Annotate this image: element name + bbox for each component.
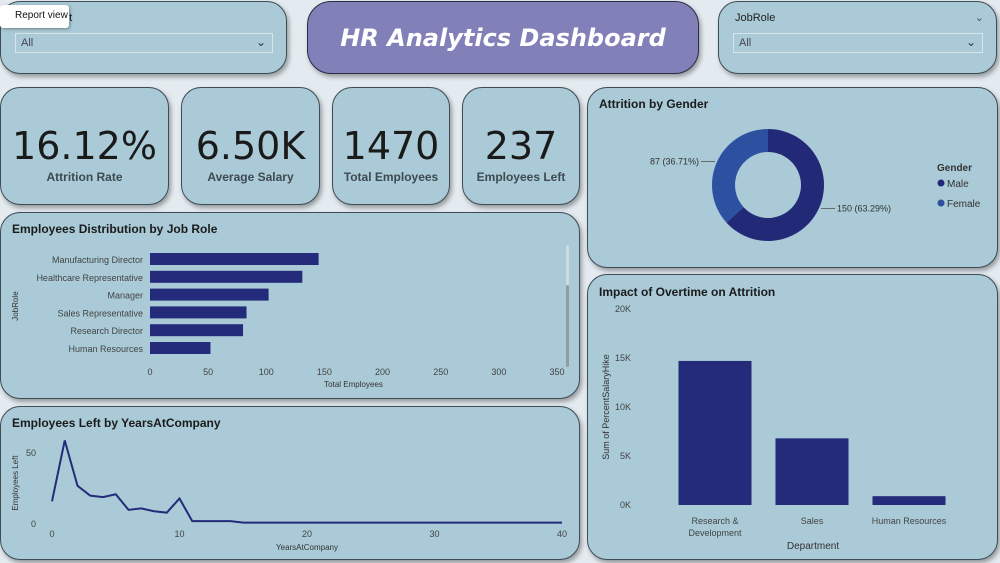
legend-title: Gender [937,163,972,174]
x-tick-label: 250 [433,367,448,377]
y-axis-label: Employees Left [11,455,20,511]
jobrole-bar [150,324,244,337]
kpi-card-employees-left: 237 Employees Left [462,87,580,205]
slicer-jobrole-value: All [739,37,752,49]
slicer-left-card: nt All ⌄ [0,1,287,74]
kpi-card-attrition-rate: 16.12% Attrition Rate [0,87,169,205]
years-series-line [51,440,562,524]
x-tick-label: 10 [174,529,184,539]
x-axis-label: YearsAtCompany [276,543,338,552]
chevron-down-icon: ⌄ [965,35,976,49]
x-tick-label: 0 [147,367,152,377]
jobrole-bar [150,253,319,265]
x-tick-label: 20 [302,529,312,539]
y-tick-label: 50 [26,448,36,458]
kpi-card-total-employees: 1470 Total Employees [332,87,450,205]
x-tick-label: 50 [203,367,213,377]
x-tick-label: 300 [491,367,506,377]
overtime-impact-card: Impact of Overtime on Attrition Research… [587,274,998,560]
slicer-left-value: All [21,37,34,49]
slicer-jobrole-card: JobRole ⌄ All ⌄ [718,1,997,74]
y-tick-label: Sales Representative [57,308,143,318]
legend-marker-male [937,179,945,187]
overtime-bar-chart: Research & Development Sales Human Resource… [601,304,947,552]
attrition-by-gender-card: Attrition by Gender 150 (63.29%) 87 (36.7… [587,87,998,268]
kpi-value: 16.12% [12,124,157,168]
y-tick-label: 10K [615,402,631,412]
donut-slice-female [712,129,768,223]
x-axis-label: Total Employees [324,380,383,389]
x-tick-label: Research & [691,516,738,526]
x-tick-label: 100 [259,367,274,377]
years-line-chart: 0 10 20 30 40 0 50 YearsAtCompany Employees Left [11,440,567,552]
kpi-label: Average Salary [207,170,294,184]
overtime-bar [775,438,849,505]
y-tick-label: Healthcare Representative [36,273,143,283]
x-tick-label: 200 [375,367,390,377]
donut-data-label: 150 (63.29%) [837,204,891,214]
kpi-label: Attrition Rate [46,170,123,184]
slicer-jobrole-label: JobRole [735,12,776,24]
slicer-collapse-chevron-icon[interactable]: ⌄ [974,12,984,24]
y-axis-label: Sum of PercentSalaryHike [601,354,611,460]
jobrole-bar [150,288,269,301]
kpi-value: 237 [484,124,558,168]
dashboard-title-card: HR Analytics Dashboard [307,1,699,74]
overtime-bar [678,360,752,505]
y-tick-label: 0K [620,500,631,510]
report-view-tooltip: Report view [0,5,69,28]
overtime-bar [872,496,946,505]
x-tick-label: 150 [317,367,332,377]
x-axis-label: Department [787,541,839,552]
y-tick-label: 20K [615,304,631,314]
page-title: HR Analytics Dashboard [340,23,666,52]
y-tick-label: Manufacturing Director [52,255,143,265]
chart-title: Impact of Overtime on Attrition [599,285,776,299]
x-tick-label: Human Resources [872,516,947,526]
kpi-value: 6.50K [195,124,306,168]
employees-left-years-card: Employees Left by YearsAtCompany 0 10 20 30… [0,406,580,560]
kpi-value: 1470 [342,124,440,168]
x-tick-label: 40 [557,529,567,539]
kpi-label: Total Employees [343,170,439,184]
chart-title: Attrition by Gender [599,97,709,111]
y-axis-label: JobRole [11,291,20,321]
x-tick-label: 30 [429,529,439,539]
gender-donut-chart: 150 (63.29%) 87 (36.71%) Gender Male Female [650,129,981,241]
donut-slice-male [726,129,824,241]
y-tick-label: 15K [615,353,631,363]
legend-marker-female [937,199,945,207]
y-tick-label: Human Resources [68,344,143,354]
job-role-distribution-card: Employees Distribution by Job Role Manuf… [0,212,580,399]
chevron-down-icon: ⌄ [255,35,266,49]
kpi-card-average-salary: 6.50K Average Salary [181,87,320,205]
x-tick-label: 0 [49,529,54,539]
jobrole-bar [150,342,211,354]
jobrole-bar [150,270,303,283]
kpi-label: Employees Left [476,170,566,184]
y-tick-label: Manager [107,291,143,301]
y-tick-label: 0 [31,519,36,529]
chart-title: Employees Left by YearsAtCompany [12,416,221,430]
slicer-left-dropdown[interactable]: All ⌄ [15,33,273,53]
jobrole-bar [150,306,247,319]
donut-data-label: 87 (36.71%) [650,156,699,166]
scrollbar-thumb [566,285,569,367]
x-tick-label: 350 [549,367,564,377]
x-tick-label: Sales [801,516,824,526]
legend-label-female: Female [947,199,981,210]
y-tick-label: Research Director [70,326,143,336]
job-role-bar-chart: Manufacturing Director Healthcare Represe… [11,245,569,389]
x-tick-label: Development [688,528,742,538]
slicer-jobrole-dropdown[interactable]: All ⌄ [733,33,983,53]
chart-title: Employees Distribution by Job Role [12,222,218,236]
y-tick-label: 5K [620,451,631,461]
legend-label-male: Male [947,179,969,190]
